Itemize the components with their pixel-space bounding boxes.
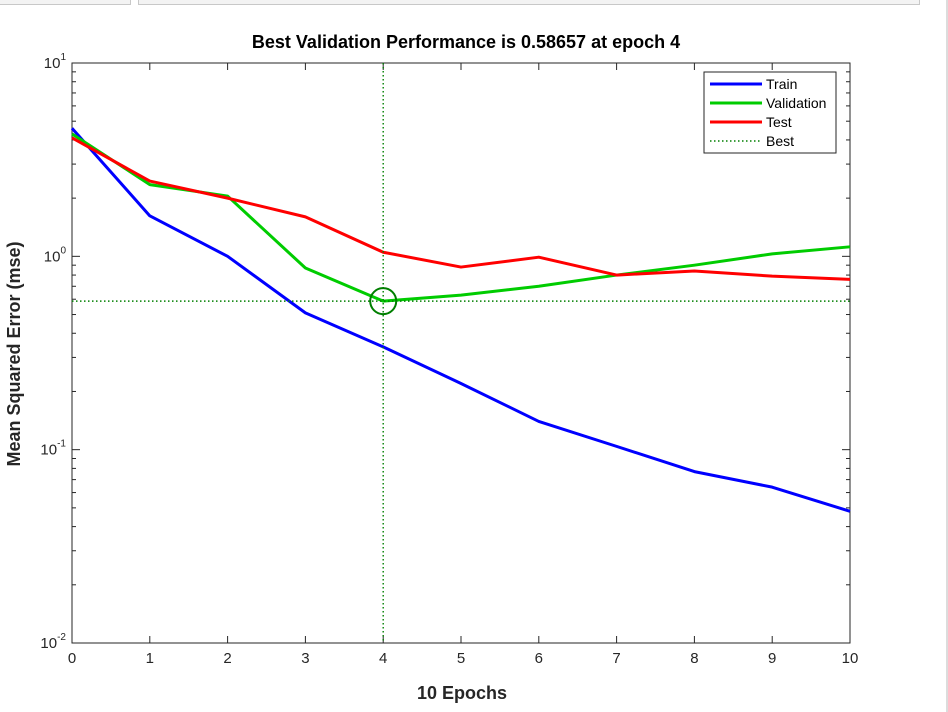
x-tick-label: 6 [535, 650, 543, 667]
y-tick-exponent: -1 [57, 439, 66, 450]
x-tick-label: 8 [690, 650, 698, 667]
x-tick-label: 9 [768, 650, 776, 667]
plot-series [70, 127, 851, 513]
best-point-marker [369, 287, 398, 316]
x-tick-label: 3 [301, 650, 309, 667]
legend-label-validation: Validation [766, 95, 826, 111]
window-tab-left[interactable] [0, 0, 131, 5]
window-right-edge [946, 0, 948, 712]
y-tick-exponent: -2 [57, 632, 66, 643]
series-line-test [71, 136, 851, 281]
window-tab-strip [0, 0, 948, 6]
plot-axes [71, 62, 851, 644]
y-tick-base: 10 [40, 635, 57, 652]
legend-label-train: Train [766, 76, 797, 92]
x-axis-label: 10 Epochs [417, 683, 507, 703]
best-markers [72, 63, 850, 643]
y-tick-base: 10 [44, 55, 61, 72]
x-tick-label: 4 [379, 650, 387, 667]
legend-label-best: Best [766, 133, 794, 149]
y-tick-exponent: 1 [60, 52, 66, 63]
x-tick-label: 1 [146, 650, 154, 667]
window-tab-right[interactable] [138, 0, 920, 5]
legend-label-test: Test [766, 114, 792, 130]
plot-area [71, 62, 851, 644]
y-tick-label: 100 [44, 245, 67, 265]
y-axis-label: Mean Squared Error (mse) [4, 241, 24, 466]
chart-title: Best Validation Performance is 0.58657 a… [252, 32, 680, 52]
y-tick-label: 10-2 [40, 632, 66, 652]
x-tick-label: 7 [612, 650, 620, 667]
y-tick-base: 10 [44, 248, 61, 265]
x-tick-label: 10 [842, 650, 859, 667]
x-tick-label: 0 [68, 650, 76, 667]
legend: Train Validation Test Best [703, 71, 837, 154]
y-tick-exponent: 0 [60, 245, 66, 256]
x-tick-label: 2 [223, 650, 231, 667]
y-tick-base: 10 [40, 442, 57, 459]
x-tick-label: 5 [457, 650, 465, 667]
y-tick-label: 101 [44, 52, 67, 72]
series-line-train [70, 127, 851, 513]
y-tick-label: 10-1 [40, 439, 66, 459]
